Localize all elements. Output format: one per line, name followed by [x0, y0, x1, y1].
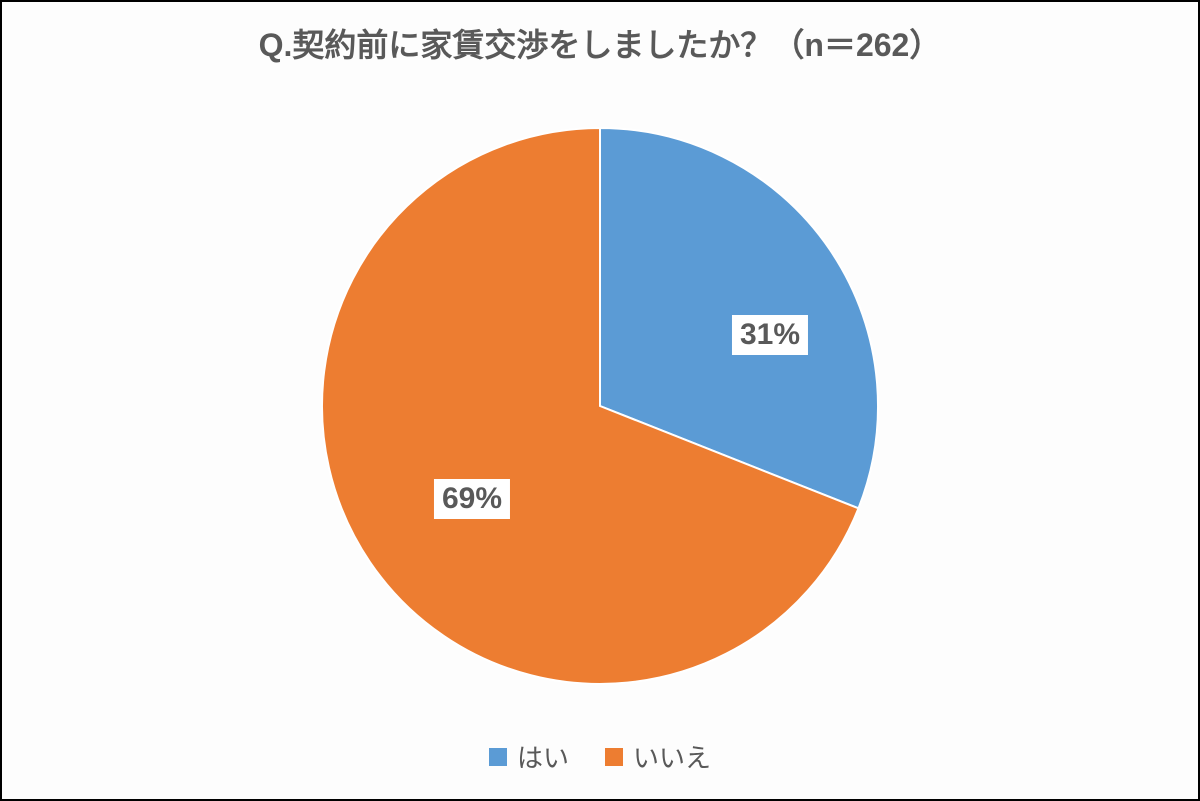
data-label-0: 31% — [732, 315, 808, 355]
pie-chart-area: 31% 69% — [2, 66, 1198, 738]
legend-swatch-0 — [489, 748, 507, 766]
chart-frame: Q.契約前に家賃交渉をしましたか？（n＝262） 31% 69% はい いいえ — [0, 0, 1200, 801]
legend-swatch-1 — [605, 748, 623, 766]
legend-label-1: いいえ — [633, 738, 711, 775]
legend-item-0: はい — [489, 738, 569, 775]
pie-chart-svg — [320, 126, 880, 686]
chart-title: Q.契約前に家賃交渉をしましたか？（n＝262） — [259, 20, 942, 66]
legend: はい いいえ — [489, 738, 711, 775]
legend-item-1: いいえ — [605, 738, 711, 775]
data-label-1: 69% — [434, 479, 510, 519]
legend-label-0: はい — [517, 738, 569, 775]
